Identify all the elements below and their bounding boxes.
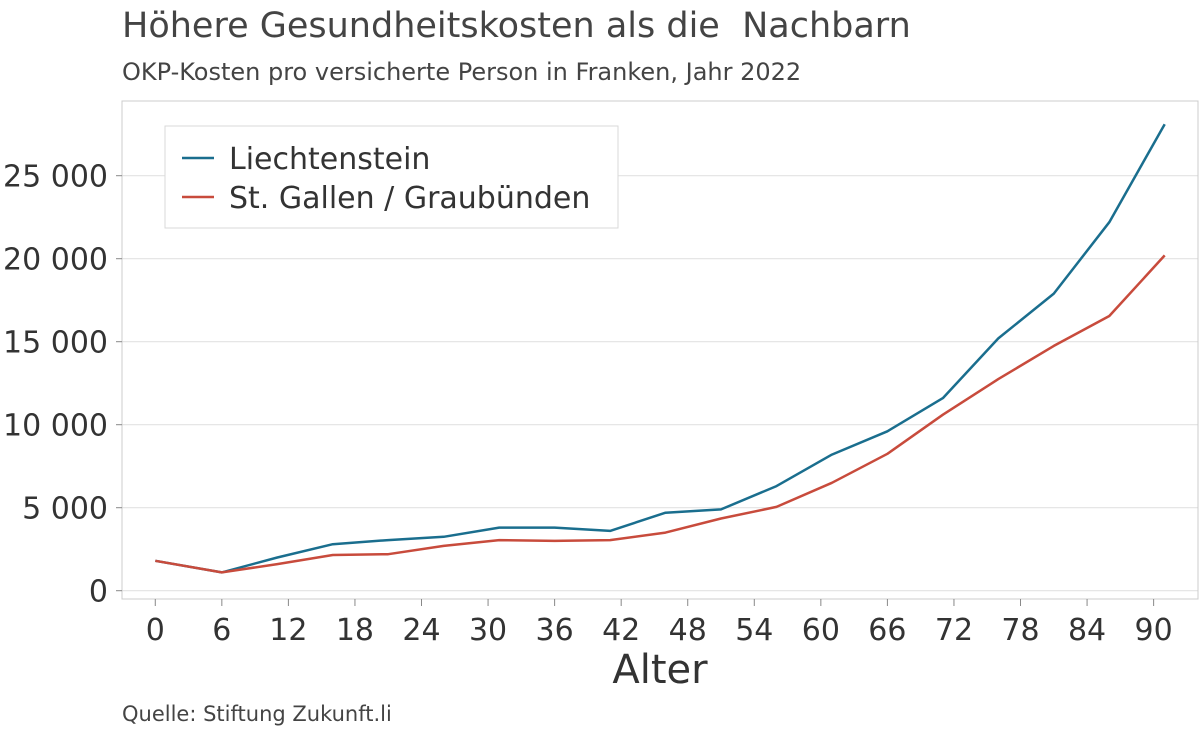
series-line-liechtenstein [155, 123, 1166, 574]
x-tick-label: 12 [269, 613, 307, 648]
x-tick-label: 54 [735, 613, 773, 648]
x-axis-ticks: 0 6 12 18 24 30 36 42 48 54 60 66 72 78 84 90 [146, 599, 1173, 648]
x-tick-label: 42 [602, 613, 640, 648]
legend-label-st-gallen-graubuenden: St. Gallen / Graubünden [229, 181, 590, 216]
y-tick-label: 10 000 [3, 409, 108, 444]
chart-title: Höhere Gesundheitskosten als die Nachbar… [122, 6, 911, 46]
x-axis-title: Alter [612, 647, 708, 693]
grid-lines [122, 175, 1198, 592]
y-tick-label: 25 000 [3, 160, 108, 195]
x-tick-label: 6 [212, 613, 231, 648]
series-line-st-gallen-graubuenden [155, 254, 1166, 574]
y-tick-label: 5 000 [22, 492, 108, 527]
x-tick-label: 66 [868, 613, 906, 648]
chart-subtitle: OKP-Kosten pro versicherte Person in Fra… [122, 58, 802, 86]
x-tick-label: 18 [336, 613, 374, 648]
x-tick-label: 60 [802, 613, 840, 648]
x-tick-label: 36 [536, 613, 574, 648]
series-lines [155, 123, 1166, 574]
x-tick-label: 30 [469, 613, 507, 648]
legend: Liechtenstein St. Gallen / Graubünden [164, 125, 619, 229]
x-tick-label: 84 [1068, 613, 1106, 648]
x-tick-label: 0 [146, 613, 165, 648]
y-tick-label: 15 000 [3, 326, 108, 361]
x-tick-label: 48 [669, 613, 707, 648]
plot-frame [121, 100, 1199, 600]
x-tick-label: 24 [402, 613, 440, 648]
y-tick-label: 0 [89, 575, 108, 610]
x-tick-label: 78 [1001, 613, 1039, 648]
y-axis-ticks: 0 5 000 10 000 15 000 20 000 25 000 [3, 160, 122, 610]
x-tick-label: 90 [1135, 613, 1173, 648]
line-chart: 0 5 000 10 000 15 000 20 000 25 000 0 6 12 18 24 3… [3, 100, 1199, 693]
y-tick-label: 20 000 [3, 243, 108, 278]
legend-label-liechtenstein: Liechtenstein [229, 142, 430, 177]
x-tick-label: 72 [935, 613, 973, 648]
source-note: Quelle: Stiftung Zukunft.li [122, 702, 392, 726]
legend-box [164, 125, 619, 229]
